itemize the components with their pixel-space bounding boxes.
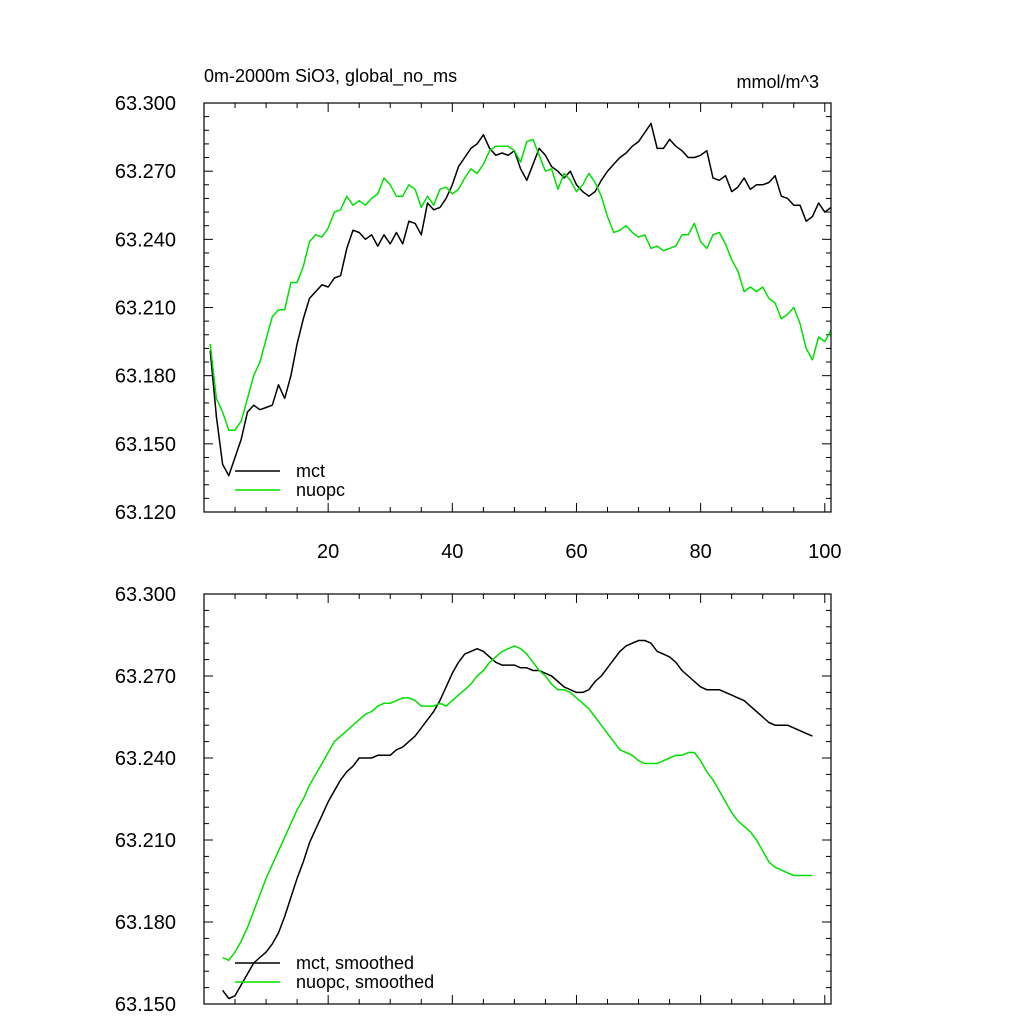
series-line-nuopc-smoothed (222, 645, 813, 962)
top-series (209, 122, 832, 477)
bottom-panel: 63.150 63.180 63.210 63.240 63.270 63.300 mct… (115, 584, 832, 1016)
x-tick-label: 80 (690, 541, 712, 563)
y-tick-label: 63.120 (115, 502, 176, 524)
series-line-mct (209, 122, 832, 477)
y-tick-label: 63.270 (115, 161, 176, 183)
series-line-mct-smoothed (222, 639, 813, 1000)
legend-label: mct (296, 461, 325, 481)
bottom-plot-frame (203, 593, 832, 1005)
y-tick-label: 63.180 (115, 366, 176, 388)
top-plot-frame (203, 102, 832, 513)
y-tick-label: 63.240 (115, 748, 176, 770)
y-tick-label: 63.210 (115, 830, 176, 852)
x-tick-label: 100 (808, 541, 841, 563)
y-tick-label: 63.300 (115, 93, 176, 115)
series-line-nuopc (209, 138, 832, 431)
bottom-axis-ticks (204, 593, 831, 1005)
top-y-tick-labels: 63.120 63.150 63.180 63.210 63.240 63.270 63.3… (115, 93, 176, 524)
x-tick-label: 60 (565, 541, 587, 563)
y-tick-label: 63.300 (115, 584, 176, 606)
legend-label: nuopc (296, 480, 345, 500)
bottom-series (222, 639, 813, 1000)
legend-label: mct, smoothed (296, 953, 414, 973)
y-tick-label: 63.270 (115, 666, 176, 688)
x-tick-label: 20 (317, 541, 339, 563)
x-tick-label: 40 (441, 541, 463, 563)
chart-title: 0m-2000m SiO3, global_no_ms (204, 66, 457, 87)
bottom-y-tick-labels: 63.150 63.180 63.210 63.240 63.270 63.300 (115, 584, 176, 1016)
units-label: mmol/m^3 (737, 72, 819, 92)
y-tick-label: 63.240 (115, 229, 176, 251)
top-axis-ticks (204, 102, 831, 513)
y-tick-label: 63.180 (115, 912, 176, 934)
legend-label: nuopc, smoothed (296, 972, 434, 992)
top-panel: 0m-2000m SiO3, global_no_ms mmol/m^3 63.… (115, 66, 842, 563)
y-tick-label: 63.150 (115, 434, 176, 456)
y-tick-label: 63.210 (115, 298, 176, 320)
top-x-tick-labels: 20 40 60 80 100 (317, 541, 841, 563)
y-tick-label: 63.150 (115, 994, 176, 1016)
